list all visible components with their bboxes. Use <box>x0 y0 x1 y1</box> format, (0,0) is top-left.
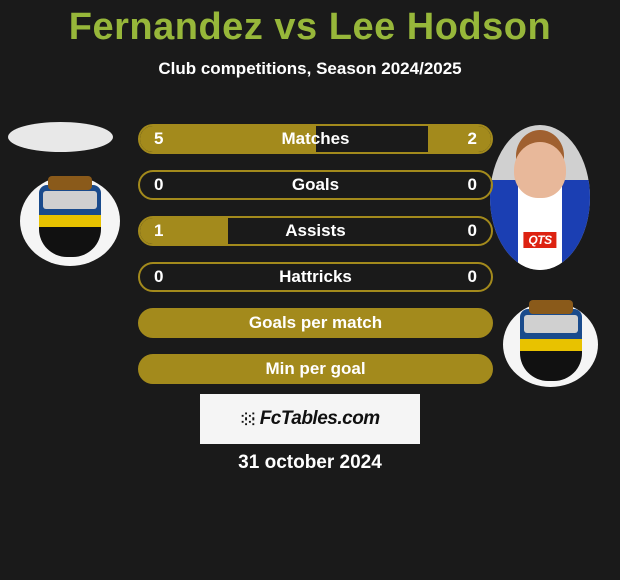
player2-name: Lee Hodson <box>329 6 551 48</box>
stat-row: 5 Matches 2 <box>138 124 493 154</box>
stat-label: Goals <box>292 175 339 195</box>
stat-label: Matches <box>281 129 349 149</box>
stat-bar-right <box>428 126 491 152</box>
player2-avatar: QTS <box>490 125 590 270</box>
brand-logo-icon: ⁖⁖⁖⁖ <box>240 413 254 425</box>
stat-value-right: 0 <box>468 267 477 287</box>
vs-word: vs <box>274 6 317 48</box>
stat-value-left: 0 <box>154 267 163 287</box>
brand-text: FcTables.com <box>260 408 380 430</box>
stat-value-right: 0 <box>468 175 477 195</box>
stat-value-left: 5 <box>154 129 163 149</box>
jersey-sponsor: QTS <box>523 232 556 248</box>
snapshot-date: 31 october 2024 <box>0 452 620 474</box>
stat-label: Min per goal <box>265 359 365 379</box>
stat-row: 0 Goals 0 <box>138 170 493 200</box>
stat-row: 1 Assists 0 <box>138 216 493 246</box>
brand-badge: ⁖⁖⁖⁖ FcTables.com <box>200 394 420 444</box>
player1-club-crest <box>20 176 120 266</box>
stat-value-right: 2 <box>468 129 477 149</box>
stat-value-right: 0 <box>468 221 477 241</box>
player1-name: Fernandez <box>69 6 264 48</box>
stat-value-left: 0 <box>154 175 163 195</box>
player1-avatar <box>8 122 113 152</box>
stat-label: Goals per match <box>249 313 382 333</box>
stats-panel: 5 Matches 2 0 Goals 0 1 Assists 0 0 Hattricks 0 Goal… <box>138 124 493 400</box>
stat-row: 0 Hattricks 0 <box>138 262 493 292</box>
stat-row: Goals per match <box>138 308 493 338</box>
stat-row: Min per goal <box>138 354 493 384</box>
crest-icon <box>39 185 101 257</box>
crest-icon <box>520 309 582 381</box>
stat-label: Assists <box>285 221 345 241</box>
stat-value-left: 1 <box>154 221 163 241</box>
player2-club-crest <box>503 302 598 387</box>
stat-label: Hattricks <box>279 267 352 287</box>
season-subtitle: Club competitions, Season 2024/2025 <box>0 59 620 79</box>
comparison-title: Fernandez vs Lee Hodson <box>0 0 620 49</box>
